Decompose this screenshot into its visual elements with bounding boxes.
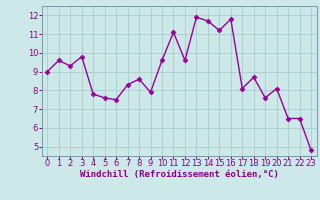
X-axis label: Windchill (Refroidissement éolien,°C): Windchill (Refroidissement éolien,°C) — [80, 170, 279, 179]
